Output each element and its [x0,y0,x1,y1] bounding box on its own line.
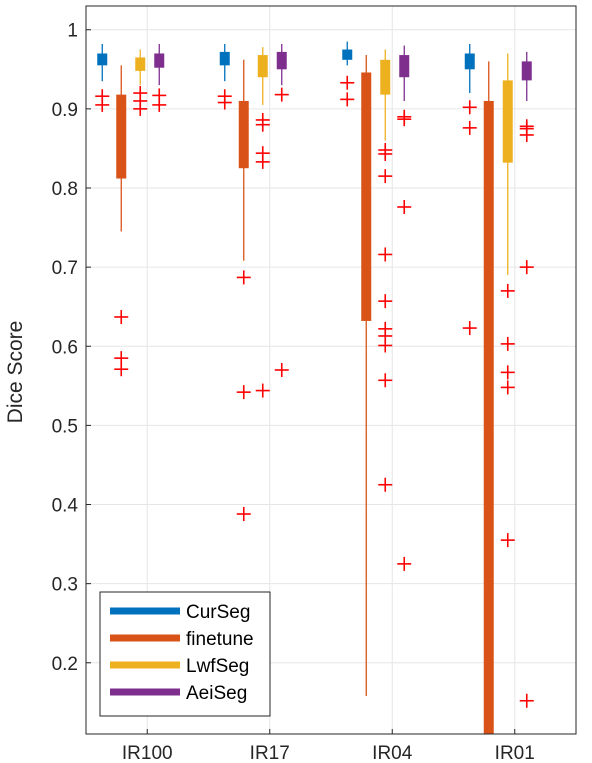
box-curseg [219,51,230,66]
outlier-marker [255,117,270,132]
outlier-marker [462,120,477,135]
outlier-marker [500,336,515,351]
box-curseg [464,53,475,70]
outlier-marker [378,373,393,388]
outlier-marker [340,75,355,90]
outlier-marker [95,97,110,112]
legend: CurSeg finetune LwfSeg AeiSeg [99,591,271,717]
tick-labels: 0.2 0.3 0.4 0.5 0.6 0.7 0.8 0.9 1 IR100 IR17 IR04 IR… [52,21,535,763]
legend-label-lwfseg: LwfSeg [186,656,249,677]
outlier-marker [236,270,251,285]
outlier-marker [152,97,167,112]
outlier-marker [236,507,251,522]
y-tick-label: 0.7 [52,258,78,279]
legend-label-finetune: finetune [186,629,254,650]
outlier-marker [500,365,515,380]
outlier-marker [397,199,412,214]
box-finetune [238,100,249,169]
box-finetune [361,72,372,321]
y-tick-label: 1 [67,21,78,42]
axes [85,5,577,735]
outlier-marker [519,693,534,708]
box-aeiseg [399,55,410,78]
x-tick-label: IR17 [250,743,290,763]
y-tick-label: 0.4 [52,496,79,517]
box-lwfseg [257,55,268,78]
outlier-marker [462,100,477,115]
y-axis-label: Dice Score [4,321,27,424]
box-lwfseg [502,80,513,163]
y-tick-label: 0.8 [52,179,78,200]
box-lwfseg [135,57,146,71]
y-tick-label: 0.5 [52,416,78,437]
plot-frame [85,5,577,735]
x-tick-label: IR01 [495,743,535,763]
box-aeiseg [276,51,287,70]
outlier-marker [340,92,355,107]
box-aeiseg [154,53,165,68]
outlier-marker [255,383,270,398]
outlier-marker [114,309,129,324]
outlier-marker [397,112,412,127]
outlier-marker [378,146,393,161]
outlier-marker [255,154,270,169]
outlier-marker [236,385,251,400]
legend-label-aeiseg: AeiSeg [186,683,247,704]
outlier-marker [519,260,534,275]
outlier-marker [397,556,412,571]
outlier-marker [500,380,515,395]
box-finetune [116,94,127,179]
y-tick-label: 0.3 [52,575,78,596]
outlier-marker [462,321,477,336]
y-tick-label: 0.9 [52,100,78,121]
outlier-marker [274,363,289,377]
outlier-marker [378,477,393,492]
chart-marks [95,41,534,734]
outlier-marker [378,247,393,262]
x-tick-label: IR100 [122,743,173,763]
x-tick-label: IR04 [372,743,413,763]
outlier-marker [500,533,515,548]
outlier-marker [217,95,232,110]
outlier-marker [378,338,393,353]
outlier-marker [114,362,129,377]
outlier-marker [378,169,393,184]
box-lwfseg [380,59,391,95]
y-tick-label: 0.6 [52,337,78,358]
outlier-marker [274,87,289,102]
y-tick-label: 0.2 [52,654,78,675]
box-curseg [342,49,353,60]
box-finetune [483,100,494,734]
box-curseg [97,53,108,66]
legend-label-curseg: CurSeg [186,602,250,623]
outlier-marker [519,127,534,142]
box-aeiseg [521,61,532,81]
outlier-marker [133,101,148,116]
outlier-marker [500,283,515,298]
outlier-marker [378,294,393,309]
